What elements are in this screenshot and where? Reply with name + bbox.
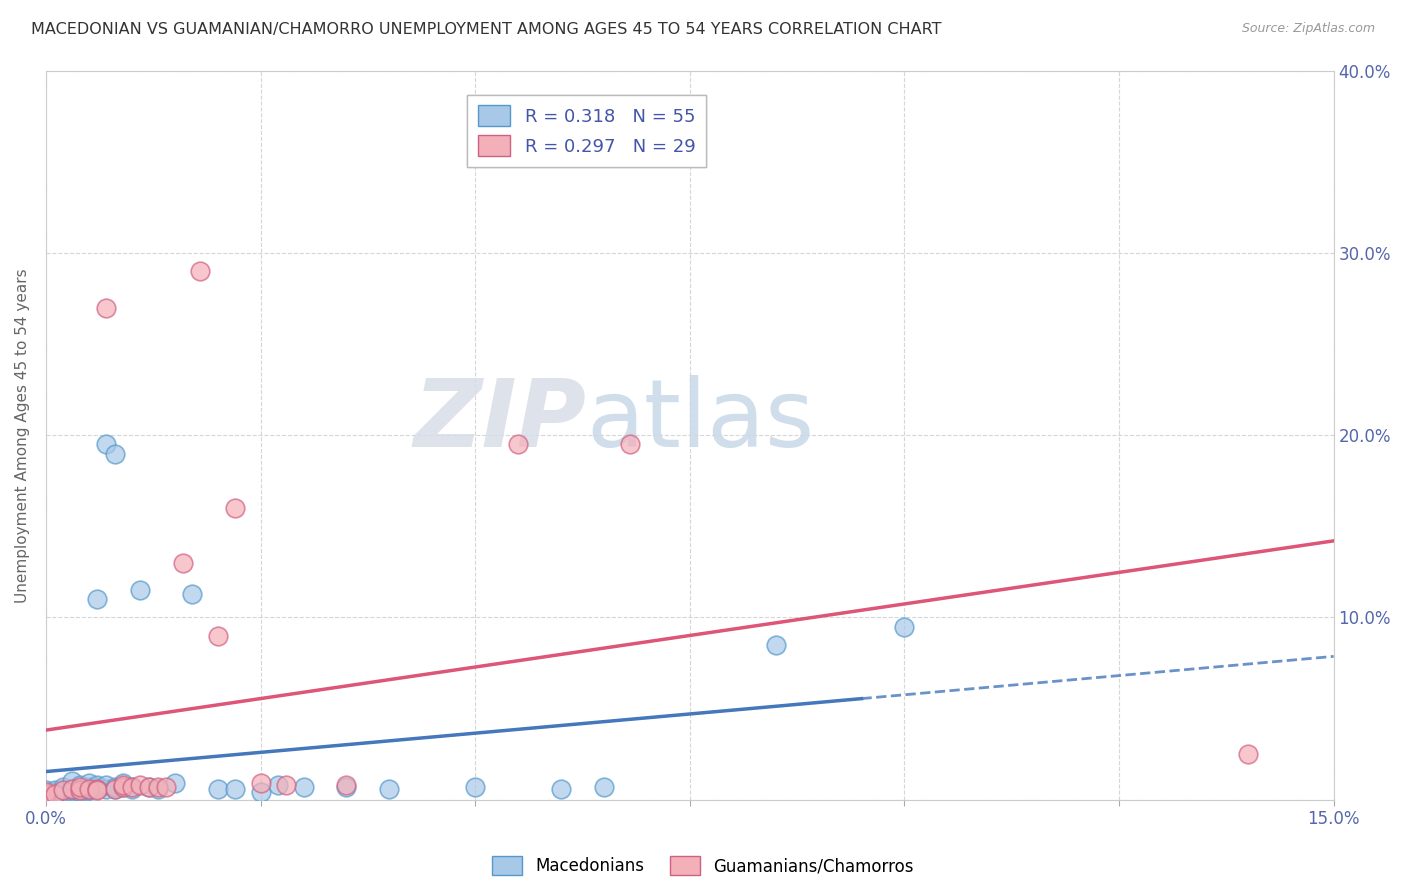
Point — [121, 780, 143, 794]
Point — [44, 785, 66, 799]
Point — [44, 787, 66, 801]
Text: Source: ZipAtlas.com: Source: ZipAtlas.com — [1241, 22, 1375, 36]
Point — [893, 619, 915, 633]
Point — [224, 501, 246, 516]
Point — [619, 437, 641, 451]
Point — [77, 781, 100, 796]
Point — [267, 778, 290, 792]
Point — [35, 787, 58, 801]
Point — [550, 781, 572, 796]
Point — [44, 783, 66, 797]
Point — [35, 792, 58, 806]
Legend: Macedonians, Guamanians/Chamorros: Macedonians, Guamanians/Chamorros — [485, 849, 921, 882]
Point — [112, 780, 135, 794]
Point — [765, 638, 787, 652]
Point — [86, 778, 108, 792]
Point — [104, 780, 127, 794]
Point — [77, 783, 100, 797]
Point — [276, 778, 298, 792]
Point — [94, 781, 117, 796]
Point — [94, 437, 117, 451]
Point — [104, 781, 127, 796]
Point — [86, 592, 108, 607]
Point — [86, 780, 108, 794]
Point — [69, 783, 91, 797]
Point — [104, 446, 127, 460]
Point — [249, 785, 271, 799]
Point — [335, 780, 357, 794]
Point — [112, 780, 135, 794]
Point — [86, 781, 108, 796]
Point — [207, 629, 229, 643]
Point — [35, 792, 58, 806]
Point — [60, 781, 83, 796]
Point — [121, 780, 143, 794]
Text: ZIP: ZIP — [413, 375, 586, 467]
Point — [138, 780, 160, 794]
Point — [292, 780, 315, 794]
Point — [224, 781, 246, 796]
Point — [60, 785, 83, 799]
Point — [180, 587, 202, 601]
Point — [35, 787, 58, 801]
Point — [464, 780, 486, 794]
Point — [104, 781, 127, 796]
Point — [86, 783, 108, 797]
Point — [129, 778, 152, 792]
Point — [1236, 747, 1258, 761]
Point — [69, 780, 91, 794]
Point — [112, 778, 135, 792]
Point — [163, 776, 186, 790]
Point — [35, 789, 58, 803]
Point — [112, 776, 135, 790]
Point — [77, 783, 100, 797]
Point — [129, 583, 152, 598]
Point — [138, 780, 160, 794]
Point — [86, 781, 108, 796]
Point — [60, 783, 83, 797]
Point — [94, 778, 117, 792]
Point — [249, 776, 271, 790]
Point — [77, 780, 100, 794]
Point — [69, 783, 91, 797]
Point — [77, 776, 100, 790]
Point — [35, 785, 58, 799]
Point — [69, 778, 91, 792]
Point — [60, 774, 83, 789]
Point — [121, 781, 143, 796]
Point — [60, 781, 83, 796]
Point — [146, 781, 169, 796]
Point — [94, 301, 117, 315]
Point — [69, 785, 91, 799]
Point — [44, 787, 66, 801]
Point — [146, 780, 169, 794]
Point — [172, 556, 194, 570]
Point — [378, 781, 401, 796]
Point — [52, 787, 75, 801]
Point — [52, 783, 75, 797]
Point — [52, 780, 75, 794]
Point — [35, 783, 58, 797]
Y-axis label: Unemployment Among Ages 45 to 54 years: Unemployment Among Ages 45 to 54 years — [15, 268, 30, 603]
Point — [190, 264, 212, 278]
Text: atlas: atlas — [586, 375, 815, 467]
Point — [593, 780, 616, 794]
Point — [35, 790, 58, 805]
Point — [207, 781, 229, 796]
Point — [52, 783, 75, 797]
Point — [69, 781, 91, 796]
Point — [155, 780, 177, 794]
Text: MACEDONIAN VS GUAMANIAN/CHAMORRO UNEMPLOYMENT AMONG AGES 45 TO 54 YEARS CORRELAT: MACEDONIAN VS GUAMANIAN/CHAMORRO UNEMPLO… — [31, 22, 942, 37]
Legend: R = 0.318   N = 55, R = 0.297   N = 29: R = 0.318 N = 55, R = 0.297 N = 29 — [467, 95, 706, 167]
Point — [335, 778, 357, 792]
Point — [508, 437, 530, 451]
